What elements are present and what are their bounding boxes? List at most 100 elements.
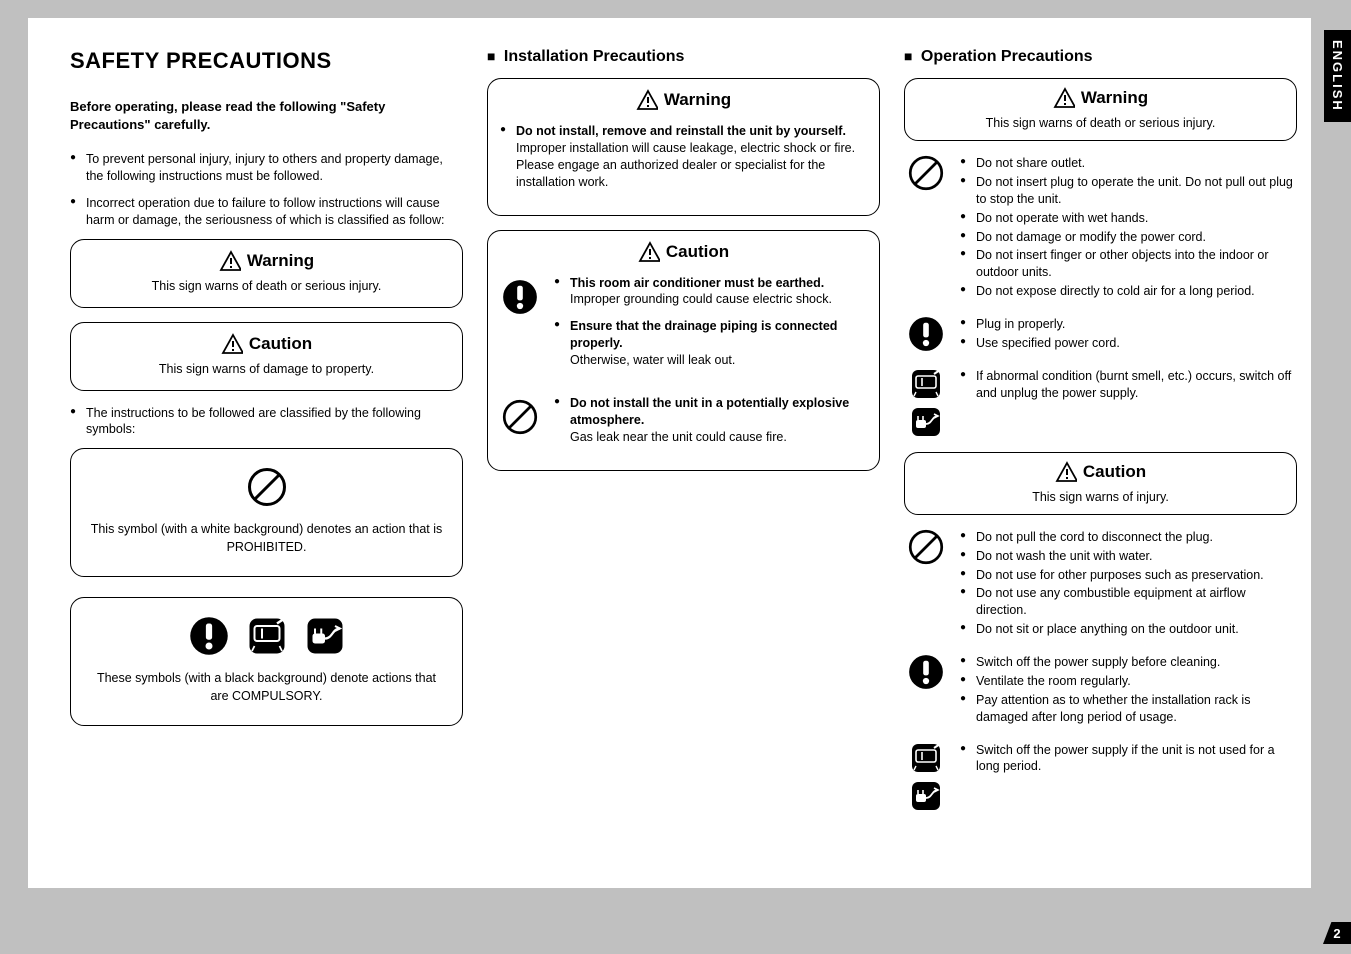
warning-subtext: This sign warns of death or serious inju…: [83, 279, 450, 293]
op-warn-group-2: Plug in properly. Use specified power co…: [904, 316, 1297, 354]
item-sub: Improper grounding could cause electric …: [570, 291, 867, 308]
intro-text: Before operating, please read the follow…: [70, 98, 463, 133]
op-warn-group-3: If abnormal condition (burnt smell, etc.…: [904, 368, 1297, 438]
bullet-item: Pay attention as to whether the installa…: [960, 692, 1297, 726]
op-caut-group-3: Switch off the power supply if the unit …: [904, 742, 1297, 812]
caution-group-1: This room air conditioner must be earthe…: [500, 275, 867, 379]
bullet-item: Do not operate with wet hands.: [960, 210, 1297, 227]
switch-off-icon: [910, 742, 942, 774]
warning-label: Warning: [636, 89, 731, 111]
warning-triangle-icon: [636, 89, 658, 111]
op-warn-list-2: Plug in properly. Use specified power co…: [960, 316, 1297, 352]
operation-heading: ■ Operation Precautions: [904, 48, 1297, 66]
caution-text: Caution: [1083, 462, 1146, 482]
bullet-item: Switch off the power supply before clean…: [960, 654, 1297, 671]
item-sub: Improper installation will cause leakage…: [516, 140, 867, 191]
installation-title: Installation Precautions: [504, 48, 684, 65]
prohibited-icon: [502, 399, 538, 435]
install-warning-list: Do not install, remove and reinstall the…: [500, 123, 867, 191]
op-warn-list-1: Do not share outlet. Do not insert plug …: [960, 155, 1297, 300]
operation-caution-header: Caution This sign warns of injury.: [904, 452, 1297, 515]
op-caut-list-2: Switch off the power supply before clean…: [960, 654, 1297, 726]
caution-label: Caution: [221, 333, 312, 355]
bullet-item: This room air conditioner must be earthe…: [554, 275, 867, 309]
bullet-item: Do not use any combustible equipment at …: [960, 585, 1297, 619]
item-bold: This room air conditioner must be earthe…: [570, 276, 824, 290]
warning-label: Warning: [1053, 87, 1148, 109]
warning-text: Warning: [247, 251, 314, 271]
symbol-intro-bullets: The instructions to be followed are clas…: [70, 405, 463, 439]
warning-text: Warning: [1081, 88, 1148, 108]
bullet-item: The instructions to be followed are clas…: [70, 405, 463, 439]
bullet-item: Do not damage or modify the power cord.: [960, 229, 1297, 246]
exclam-icon: [908, 316, 944, 352]
compulsory-symbol-box: These symbols (with a black background) …: [70, 597, 463, 726]
bullet-item: If abnormal condition (burnt smell, etc.…: [960, 368, 1297, 402]
warning-definition-box: Warning This sign warns of death or seri…: [70, 239, 463, 308]
bullet-item: Do not install the unit in a potentially…: [554, 395, 867, 446]
right-column: ■ Operation Precautions Warning This sig…: [904, 48, 1297, 848]
intro-bullets: To prevent personal injury, injury to ot…: [70, 151, 463, 229]
left-column: SAFETY PRECAUTIONS Before operating, ple…: [70, 48, 463, 848]
bullet-item: Switch off the power supply if the unit …: [960, 742, 1297, 776]
caution-group-2: Do not install the unit in a potentially…: [500, 395, 867, 456]
prohibited-icon: [908, 155, 944, 191]
bullet-item: Ensure that the drainage piping is conne…: [554, 318, 867, 369]
bullet-item: Do not wash the unit with water.: [960, 548, 1297, 565]
square-bullet-icon: ■: [904, 48, 912, 64]
item-bold: Do not install, remove and reinstall the…: [516, 124, 846, 138]
warning-text: Warning: [664, 90, 731, 110]
warning-triangle-icon: [221, 333, 243, 355]
bullet-item: To prevent personal injury, injury to ot…: [70, 151, 463, 185]
caution-subtext: This sign warns of injury.: [917, 490, 1284, 504]
bullet-item: Do not insert finger or other objects in…: [960, 247, 1297, 281]
caution-label: Caution: [638, 241, 729, 263]
caution-subtext: This sign warns of damage to property.: [83, 362, 450, 376]
item-sub: Otherwise, water will leak out.: [570, 352, 867, 369]
caution-text: Caution: [666, 242, 729, 262]
bullet-item: Do not expose directly to cold air for a…: [960, 283, 1297, 300]
install-warning-box: Warning Do not install, remove and reins…: [487, 78, 880, 216]
caution-text: Caution: [249, 334, 312, 354]
op-warn-list-3: If abnormal condition (burnt smell, etc.…: [960, 368, 1297, 402]
prohibited-icon: [908, 529, 944, 565]
prohibited-symbol-box: This symbol (with a white background) de…: [70, 448, 463, 577]
language-tab: ENGLISH: [1324, 30, 1351, 122]
unplug-icon: [910, 780, 942, 812]
caution-definition-box: Caution This sign warns of damage to pro…: [70, 322, 463, 391]
switch-off-icon: [910, 368, 942, 400]
bullet-item: Plug in properly.: [960, 316, 1297, 333]
page-title: SAFETY PRECAUTIONS: [70, 48, 463, 74]
bullet-item: Do not use for other purposes such as pr…: [960, 567, 1297, 584]
prohibited-text: This symbol (with a white background) de…: [87, 521, 446, 556]
op-caut-group-1: Do not pull the cord to disconnect the p…: [904, 529, 1297, 640]
caution-list-1: This room air conditioner must be earthe…: [554, 275, 867, 369]
bullet-item: Ventilate the room regularly.: [960, 673, 1297, 690]
bullet-item: Do not sit or place anything on the outd…: [960, 621, 1297, 638]
op-caut-list-3: Switch off the power supply if the unit …: [960, 742, 1297, 776]
warning-subtext: This sign warns of death or serious inju…: [917, 116, 1284, 130]
bullet-item: Do not pull the cord to disconnect the p…: [960, 529, 1297, 546]
op-warn-group-1: Do not share outlet. Do not insert plug …: [904, 155, 1297, 302]
middle-column: ■ Installation Precautions Warning Do no…: [487, 48, 880, 848]
item-bold: Do not install the unit in a potentially…: [570, 396, 849, 427]
page-content: SAFETY PRECAUTIONS Before operating, ple…: [28, 18, 1311, 888]
bullet-item: Do not insert plug to operate the unit. …: [960, 174, 1297, 208]
switch-off-icon: [247, 616, 287, 656]
op-caut-group-2: Switch off the power supply before clean…: [904, 654, 1297, 728]
install-caution-box: Caution This room air conditioner must b…: [487, 230, 880, 471]
warning-triangle-icon: [1055, 461, 1077, 483]
item-bold: Ensure that the drainage piping is conne…: [570, 319, 837, 350]
operation-title: Operation Precautions: [921, 48, 1093, 65]
op-caut-list-1: Do not pull the cord to disconnect the p…: [960, 529, 1297, 638]
page-number: 2: [1323, 922, 1351, 944]
bullet-item: Incorrect operation due to failure to fo…: [70, 195, 463, 229]
bullet-item: Use specified power cord.: [960, 335, 1297, 352]
caution-label: Caution: [1055, 461, 1146, 483]
exclam-icon: [189, 616, 229, 656]
item-sub: Gas leak near the unit could cause fire.: [570, 429, 867, 446]
installation-heading: ■ Installation Precautions: [487, 48, 880, 66]
square-bullet-icon: ■: [487, 48, 495, 64]
unplug-icon: [305, 616, 345, 656]
exclam-icon: [908, 654, 944, 690]
